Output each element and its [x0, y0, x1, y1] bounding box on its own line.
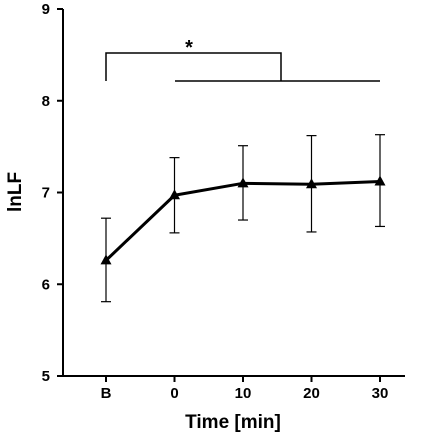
x-tick-label: 30: [372, 385, 389, 402]
significance-bracket-upper: [105, 52, 282, 81]
data-point-marker: [237, 177, 249, 188]
x-axis-title: Time [min]: [185, 412, 281, 433]
x-tick-label: 20: [303, 385, 320, 402]
significance-annotation: *: [105, 37, 380, 82]
x-tick-label: 10: [235, 385, 252, 402]
series-layer: [100, 175, 386, 265]
y-tick-label: 6: [42, 276, 50, 293]
data-point-marker: [306, 178, 317, 189]
y-tick-label: 5: [42, 368, 50, 385]
significance-asterisk: *: [185, 37, 193, 59]
x-tick-label: B: [101, 385, 112, 402]
data-point-marker: [169, 189, 180, 200]
y-tick-label: 9: [42, 1, 50, 18]
y-tick-label: 7: [42, 185, 50, 202]
ticks-layer: 5 6 7 8 9 B 0 10 20 30: [42, 1, 389, 402]
y-tick-label: 8: [42, 93, 50, 110]
error-bars-layer: [101, 134, 385, 303]
data-point-marker: [100, 254, 112, 265]
y-axis-title: lnLF: [5, 172, 26, 212]
x-tick-label: 0: [170, 385, 178, 402]
data-point-marker: [374, 175, 386, 186]
